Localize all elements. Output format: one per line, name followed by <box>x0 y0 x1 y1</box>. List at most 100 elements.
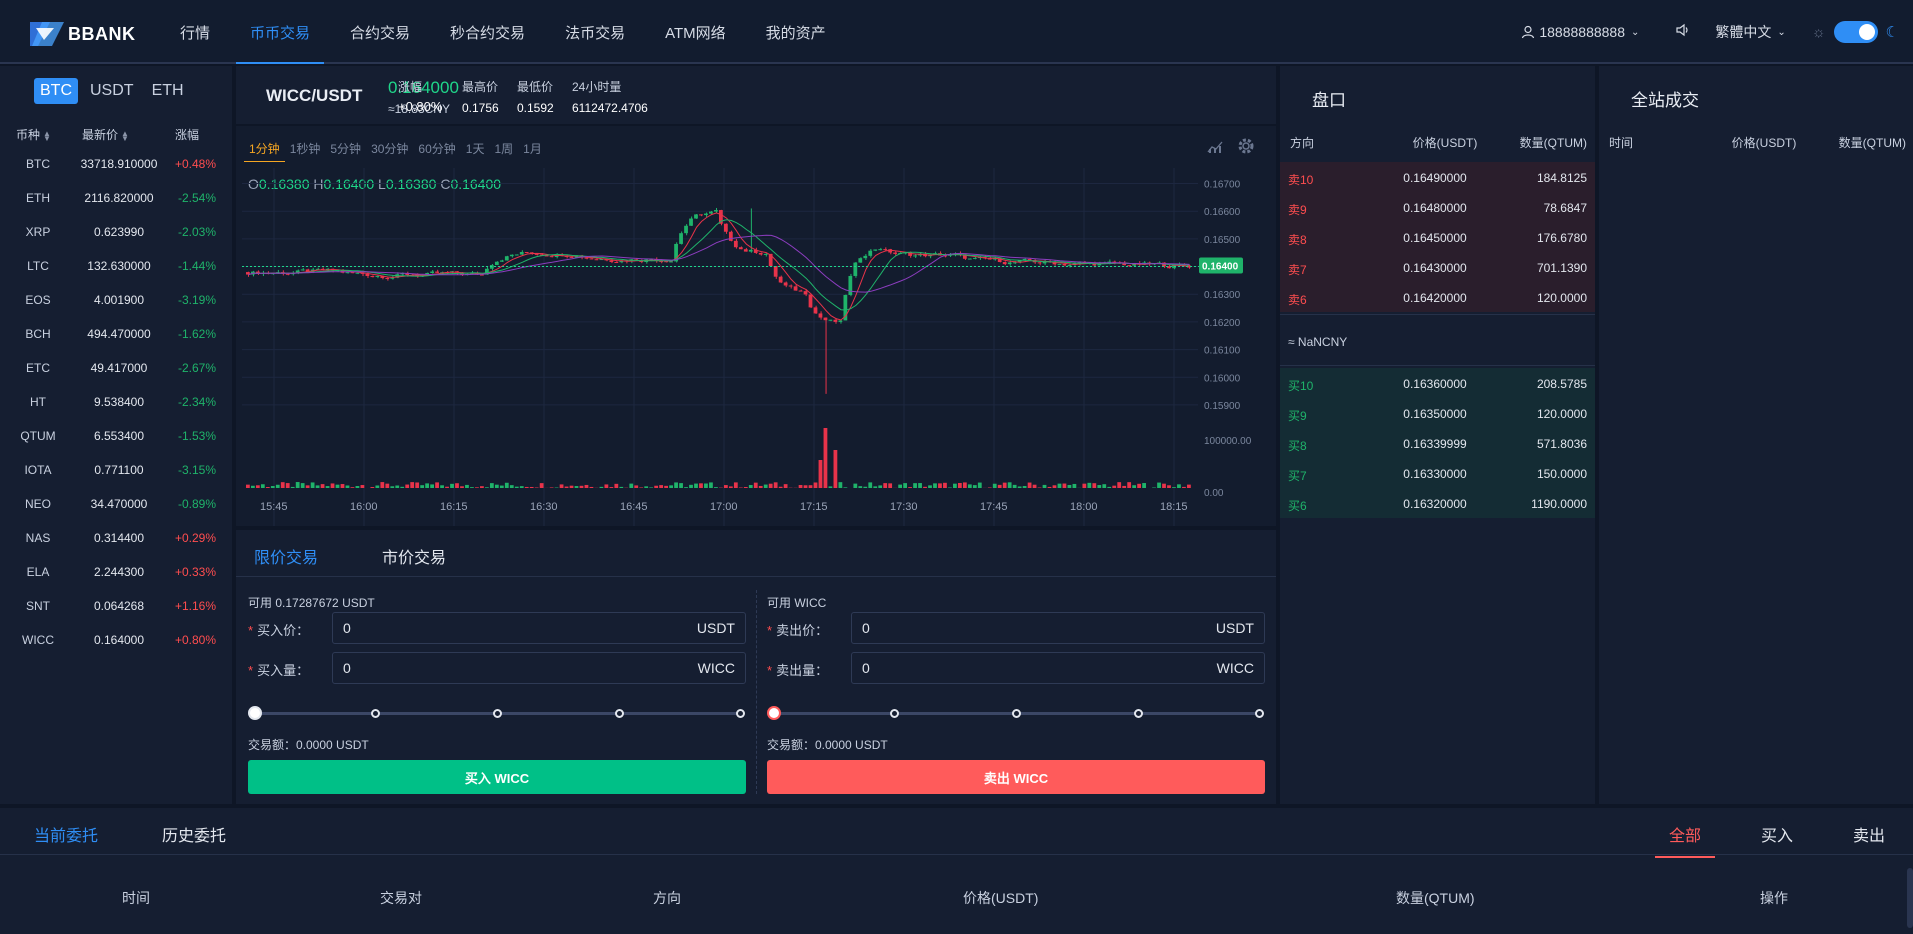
sell-button[interactable]: 卖出 WICC <box>767 760 1265 794</box>
bid-row[interactable]: 买8 0.16339999 571.8036 <box>1280 428 1595 458</box>
candle-body <box>1082 262 1087 264</box>
y-tick-label: 0.16600 <box>1204 207 1241 218</box>
slider-stop-75[interactable] <box>615 709 624 718</box>
buy-qty-input[interactable]: 0 WICC <box>332 652 746 684</box>
market-row[interactable]: ELA 2.244300 +0.33% <box>0 555 232 589</box>
tab-limit-order[interactable]: 限价交易 <box>254 550 319 567</box>
header-price[interactable]: 最新价 ▲ ▼ <box>82 126 129 143</box>
sell-qty-input[interactable]: 0 WICC <box>851 652 1265 684</box>
nav-spot-trading[interactable]: 币币交易 <box>230 0 330 64</box>
nav-second-contract[interactable]: 秒合约交易 <box>450 24 526 42</box>
scrollbar[interactable] <box>1907 868 1913 928</box>
user-menu[interactable]: 18888888888 ⌄ <box>1521 24 1639 40</box>
filter-sell[interactable]: 卖出 <box>1852 828 1885 845</box>
tab-history-orders[interactable]: 历史委托 <box>162 828 227 845</box>
tab-btc[interactable]: BTC <box>34 78 78 104</box>
slider-stop-50[interactable] <box>1012 709 1021 718</box>
header-symbol[interactable]: 币种 ▲ ▼ <box>16 126 51 143</box>
ask-row[interactable]: 卖10 0.16490000 184.8125 <box>1280 162 1595 192</box>
bid-price: 0.16360000 <box>1403 377 1467 391</box>
ask-row[interactable]: 卖9 0.16480000 78.6847 <box>1280 192 1595 222</box>
slider-stop-100[interactable] <box>736 709 745 718</box>
candle-body <box>753 249 758 253</box>
brand-logo[interactable]: BBANK <box>28 18 136 50</box>
volume-bar <box>295 482 300 488</box>
tab-current-orders[interactable]: 当前委托 <box>34 828 99 845</box>
volume-bar <box>440 485 444 488</box>
nav-atm[interactable]: ATM网络 <box>665 24 726 42</box>
col-qty: 数量(QTUM) <box>1396 890 1475 906</box>
market-row[interactable]: BTC 33718.910000 +0.48% <box>0 147 232 181</box>
market-symbol: HT <box>30 395 46 409</box>
candle-body <box>246 272 250 275</box>
ask-row[interactable]: 卖6 0.16420000 120.0000 <box>1280 282 1595 312</box>
bid-row[interactable]: 买9 0.16350000 120.0000 <box>1280 398 1595 428</box>
bid-row[interactable]: 买10 0.16360000 208.5785 <box>1280 368 1595 398</box>
nav-contract[interactable]: 合约交易 <box>350 24 411 42</box>
candle-body <box>614 261 619 263</box>
market-row[interactable]: NEO 34.470000 -0.89% <box>0 487 232 521</box>
slider-stop-75[interactable] <box>1134 709 1143 718</box>
market-row[interactable]: IOTA 0.771100 -3.15% <box>0 453 232 487</box>
volume-bar <box>733 482 738 488</box>
slider-stop-50[interactable] <box>493 709 502 718</box>
ask-row[interactable]: 卖7 0.16430000 701.1390 <box>1280 252 1595 282</box>
trades-panel: 全站成交 时间 价格(USDT) 数量(QTUM) <box>1599 66 1913 804</box>
slider-stop-100[interactable] <box>1255 709 1264 718</box>
candle-body <box>803 291 808 295</box>
tab-market-order[interactable]: 市价交易 <box>382 550 447 567</box>
market-row[interactable]: LTC 132.630000 -1.44% <box>0 249 232 283</box>
slider-handle[interactable] <box>248 706 262 720</box>
sell-price-input[interactable]: 0 USDT <box>851 612 1265 644</box>
sell-percent-slider[interactable] <box>767 706 1264 720</box>
interval-30m[interactable]: 30分钟 <box>371 142 409 156</box>
buy-percent-slider[interactable] <box>248 706 745 720</box>
nav-fiat[interactable]: 法币交易 <box>565 24 626 42</box>
market-row[interactable]: SNT 0.064268 +1.16% <box>0 589 232 623</box>
slider-stop-25[interactable] <box>371 709 380 718</box>
sort-icon: ▲ ▼ <box>121 128 129 143</box>
market-row[interactable]: ETC 49.417000 -2.67% <box>0 351 232 385</box>
nav-market[interactable]: 行情 <box>180 24 211 42</box>
buy-button[interactable]: 买入 WICC <box>248 760 746 794</box>
interval-1mo[interactable]: 1月 <box>523 142 542 156</box>
slider-handle[interactable] <box>767 706 781 720</box>
tab-usdt[interactable]: USDT <box>90 82 134 99</box>
nav-assets[interactable]: 我的资产 <box>765 24 826 42</box>
volume-bar <box>967 484 972 488</box>
market-row[interactable]: XRP 0.623990 -2.03% <box>0 215 232 249</box>
kline-svg[interactable]: 0.16700 0.16600 0.16500 0.16400 0.16300 0.162… <box>236 126 1276 526</box>
volume-bar <box>689 484 693 488</box>
bid-row[interactable]: 买7 0.16330000 150.0000 <box>1280 458 1595 488</box>
filter-all[interactable]: 全部 <box>1654 822 1715 858</box>
market-row[interactable]: ETH 2116.820000 -2.54% <box>0 181 232 215</box>
market-row[interactable]: HT 9.538400 -2.34% <box>0 385 232 419</box>
market-row[interactable]: EOS 4.001900 -3.19% <box>0 283 232 317</box>
interval-60m[interactable]: 60分钟 <box>418 142 456 156</box>
speaker-icon[interactable] <box>1675 23 1691 42</box>
slider-stop-25[interactable] <box>890 709 899 718</box>
indicator-icon[interactable] <box>1206 138 1226 159</box>
candle-body <box>763 253 768 255</box>
market-row[interactable]: QTUM 6.553400 -1.53% <box>0 419 232 453</box>
filter-buy[interactable]: 买入 <box>1760 828 1793 845</box>
market-row[interactable]: WICC 0.164000 +0.80% <box>0 623 232 657</box>
interval-1d[interactable]: 1天 <box>465 142 485 156</box>
interval-1s[interactable]: 1秒钟 <box>289 142 321 156</box>
ask-row[interactable]: 卖8 0.16450000 176.6780 <box>1280 222 1595 252</box>
theme-toggle[interactable] <box>1833 21 1878 43</box>
language-select[interactable]: 繁體中文 ⌄ <box>1715 22 1785 42</box>
candle-body <box>300 269 305 271</box>
tab-eth[interactable]: ETH <box>151 82 184 99</box>
market-row[interactable]: NAS 0.314400 +0.29% <box>0 521 232 555</box>
candle-body <box>783 282 788 286</box>
interval-1w[interactable]: 1周 <box>494 142 514 156</box>
market-row[interactable]: BCH 494.470000 -1.62% <box>0 317 232 351</box>
settings-gear-icon[interactable] <box>1236 136 1256 161</box>
bid-row[interactable]: 买6 0.16320000 1190.0000 <box>1280 488 1595 518</box>
interval-5m[interactable]: 5分钟 <box>330 142 362 156</box>
interval-1m[interactable]: 1分钟 <box>244 136 285 162</box>
buy-price-input[interactable]: 0 USDT <box>332 612 746 644</box>
ask-level: 卖8 <box>1288 233 1307 247</box>
volume-bar <box>1182 486 1186 488</box>
